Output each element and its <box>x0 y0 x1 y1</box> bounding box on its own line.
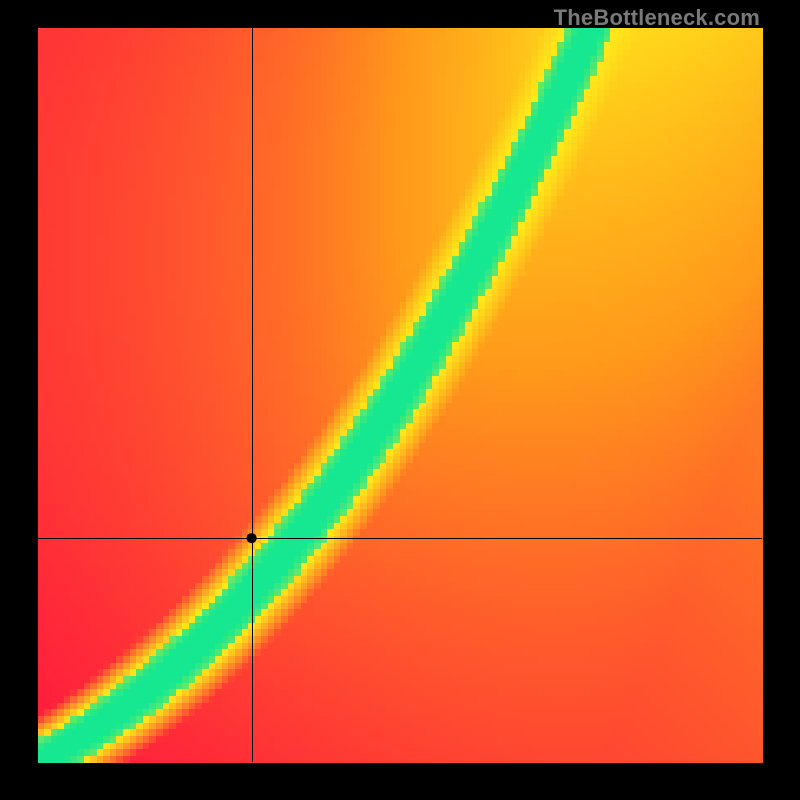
chart-container: TheBottleneck.com <box>0 0 800 800</box>
bottleneck-heatmap <box>0 0 800 800</box>
